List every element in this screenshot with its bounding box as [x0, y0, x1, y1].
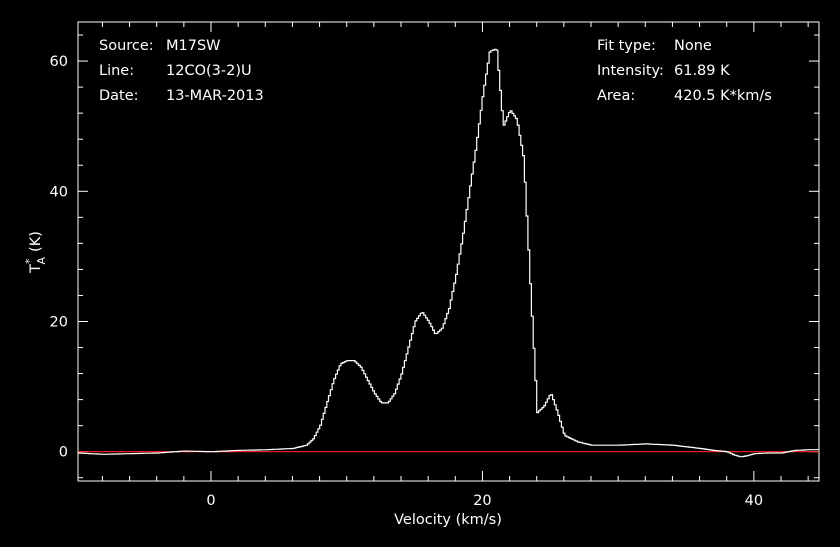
axis-tick-labels: 0 20 40 0 20 40 60: [50, 54, 764, 509]
area-value: 420.5 K*km/s: [674, 88, 772, 104]
fit-type-label: Fit type:: [597, 38, 656, 54]
y-tick-label: 40: [50, 184, 68, 200]
y-tick-label: 60: [50, 54, 68, 70]
y-axis-label-sup: *: [23, 258, 36, 264]
x-tick-label: 40: [745, 493, 763, 509]
header-right: Fit type: None Intensity: 61.89 K Area: …: [597, 38, 772, 104]
x-tick-label: 20: [473, 493, 491, 509]
y-tick-label: 0: [59, 445, 68, 461]
date-value: 13-MAR-2013: [166, 88, 264, 104]
intensity-value: 61.89 K: [674, 63, 730, 79]
y-axis-label-main: T: [28, 264, 44, 274]
y-axis-label: T*A (K): [23, 231, 48, 274]
y-axis-label-sub: A: [35, 257, 48, 265]
header-left: Source: M17SW Line: 12CO(3-2)U Date: 13-…: [99, 38, 264, 104]
axis-ticks: [78, 22, 819, 481]
plot-frame: [77, 21, 820, 482]
x-axis-label: Velocity (km/s): [394, 512, 502, 528]
line-value: 12CO(3-2)U: [166, 63, 252, 79]
date-label: Date:: [99, 88, 139, 104]
source-label: Source:: [99, 38, 154, 54]
source-value: M17SW: [166, 38, 221, 54]
y-tick-label: 20: [50, 314, 68, 330]
x-tick-label: 0: [206, 493, 215, 509]
line-label: Line:: [99, 63, 134, 79]
spectrum-series-line: [78, 48, 819, 458]
intensity-label: Intensity:: [597, 63, 664, 79]
area-label: Area:: [597, 88, 635, 104]
y-axis-label-text: T*A (K): [23, 231, 48, 274]
fit-type-value: None: [674, 38, 712, 54]
y-axis-label-unit: (K): [28, 231, 44, 252]
